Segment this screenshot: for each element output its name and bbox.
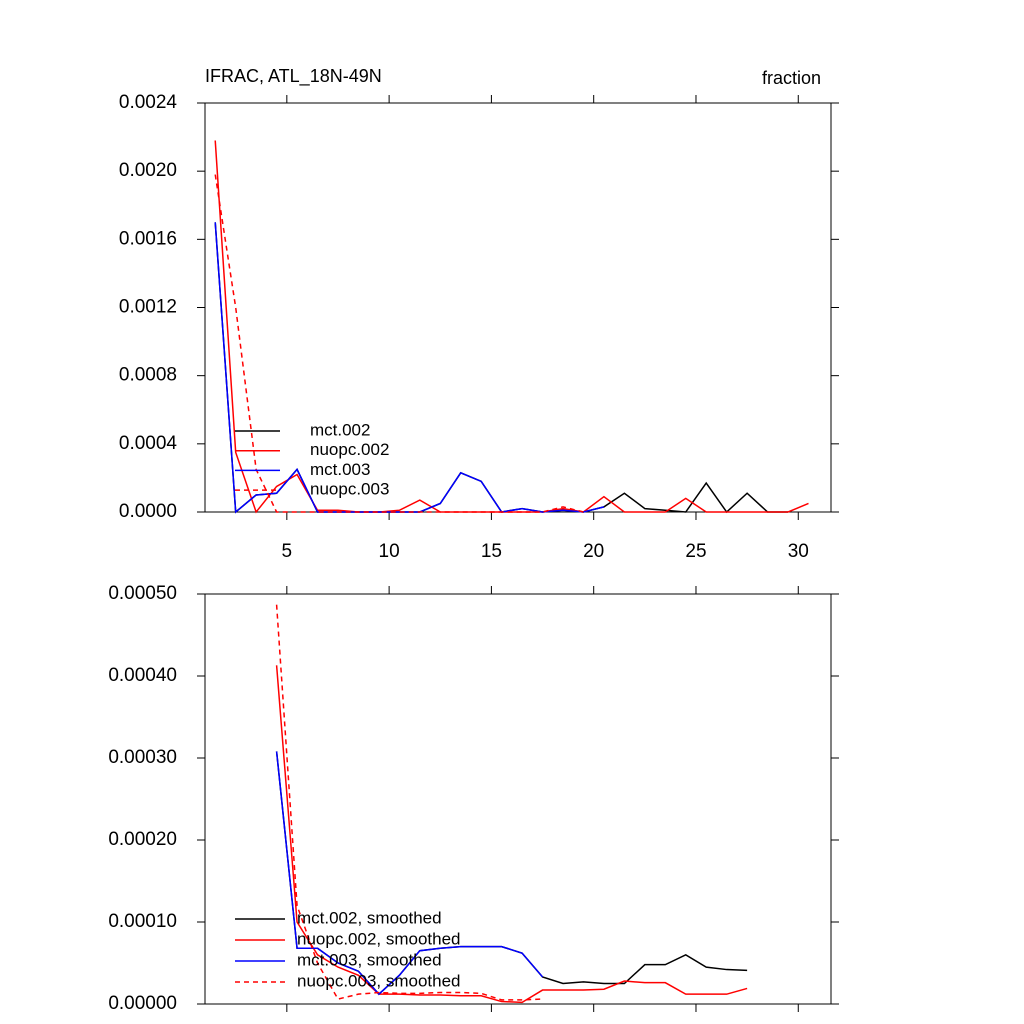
y-tick-label: 0.0012: [119, 297, 177, 318]
x-tick-label: 25: [685, 541, 706, 562]
y-tick-label: 0.0020: [119, 160, 177, 181]
y-tick-label: 0.0004: [119, 433, 178, 454]
plot-frame: [204, 102, 832, 513]
legend-label: mct.002: [310, 420, 370, 439]
x-tick-label: 30: [788, 541, 809, 562]
x-tick-label: 15: [481, 541, 502, 562]
chart-subtitle: fraction: [762, 68, 821, 88]
series-line: [275, 604, 543, 1001]
y-tick-label: 0.00000: [108, 993, 177, 1014]
chart-title: IFRAC, ATL_18N-49N: [205, 66, 382, 87]
y-tick-label: 0.0008: [119, 365, 177, 386]
y-tick-label: 0.00040: [108, 665, 177, 686]
legend-label: mct.002, smoothed: [297, 908, 442, 927]
y-tick-label: 0.00050: [108, 583, 177, 604]
y-tick-label: 0.00030: [108, 747, 177, 768]
series-line: [275, 665, 748, 1004]
series-line: [214, 174, 584, 513]
legend-label: nuopc.002: [310, 440, 389, 459]
x-tick-label: 5: [282, 541, 293, 562]
x-tick-label: 10: [379, 541, 400, 562]
y-tick-label: 0.00020: [108, 829, 177, 850]
plot-frame: [204, 593, 832, 1005]
legend-label: mct.003: [310, 460, 370, 479]
y-tick-label: 0.0024: [119, 92, 178, 113]
legend-label: nuopc.003, smoothed: [297, 971, 461, 990]
series-line: [275, 751, 544, 996]
y-tick-label: 0.00010: [108, 911, 177, 932]
series-line: [214, 222, 605, 514]
legend-label: mct.003, smoothed: [297, 950, 442, 969]
legend-label: nuopc.002, smoothed: [297, 929, 461, 948]
series-line: [214, 222, 789, 514]
legend-label: nuopc.003: [310, 480, 389, 499]
x-tick-label: 20: [583, 541, 604, 562]
y-tick-label: 0.0016: [119, 228, 177, 249]
y-tick-label: 0.0000: [119, 501, 177, 522]
series-line: [214, 140, 809, 514]
